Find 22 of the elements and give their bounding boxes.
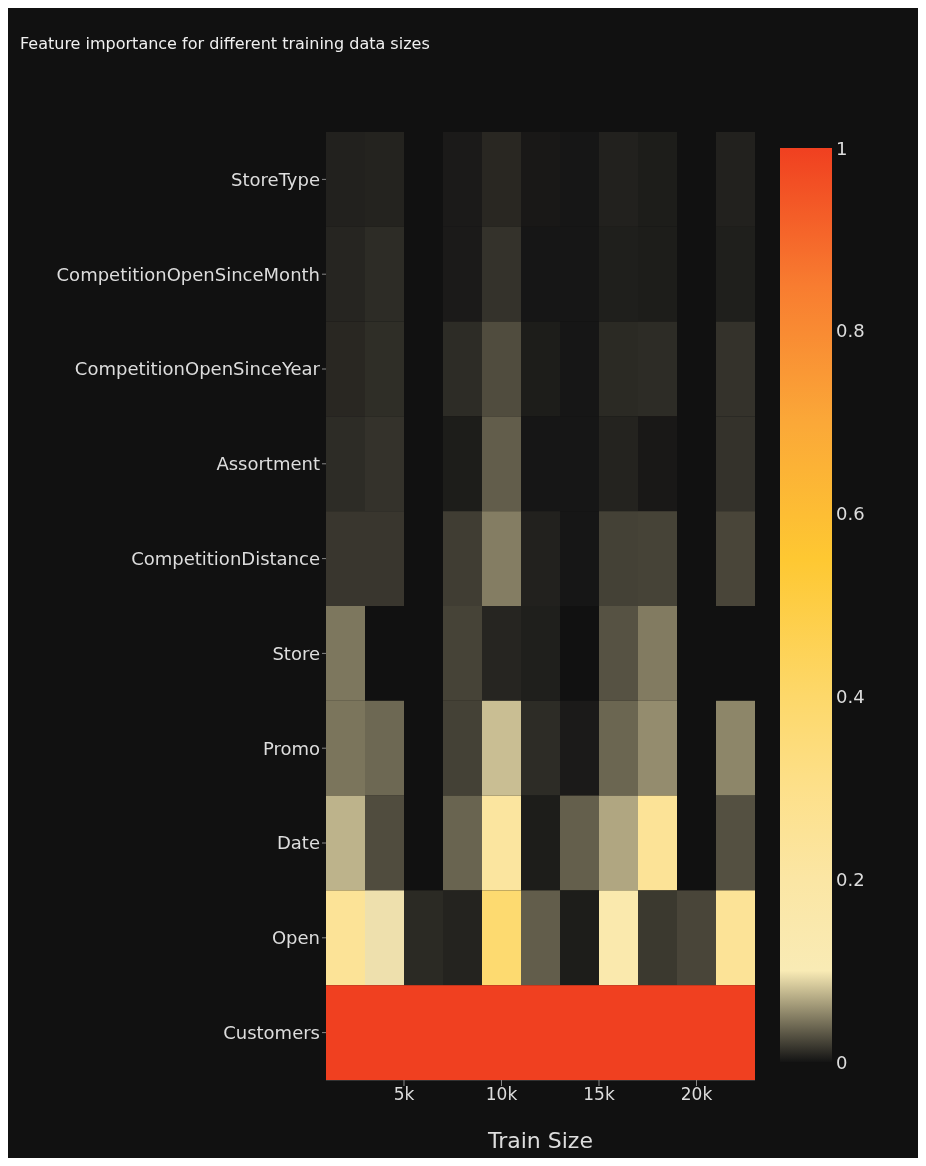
x-tick-label: 15k	[583, 1084, 615, 1105]
color-bar-label: 0.4	[836, 685, 865, 707]
y-tick-label: Promo	[262, 737, 320, 759]
y-tick-label: Customers	[223, 1021, 320, 1043]
color-bar-label: 0.6	[836, 503, 865, 525]
y-tick-label: Date	[276, 832, 320, 854]
y-tick-label: CompetitionDistance	[131, 547, 320, 569]
color-bar-label: 0.8	[836, 320, 865, 342]
y-tick-label: Assortment	[216, 453, 320, 475]
chart-title: Feature importance for different training data sizes	[20, 34, 430, 53]
color-bar-label: 0.2	[836, 868, 865, 890]
color-bar-label: 1	[836, 137, 848, 159]
x-tick-label: 20k	[680, 1084, 713, 1105]
x-tick-label: 10k	[485, 1084, 518, 1105]
x-tick-label: 5k	[393, 1084, 415, 1105]
y-tick-label: Store	[272, 642, 320, 664]
color-bar-label: 0	[836, 1051, 848, 1073]
x-axis-title: Train Size	[487, 1128, 593, 1153]
y-tick-label: Open	[271, 927, 320, 949]
y-tick-label: CompetitionOpenSinceMonth	[56, 263, 320, 285]
y-tick-label: CompetitionOpenSinceYear	[74, 358, 321, 380]
y-tick-label: StoreType	[231, 168, 320, 190]
